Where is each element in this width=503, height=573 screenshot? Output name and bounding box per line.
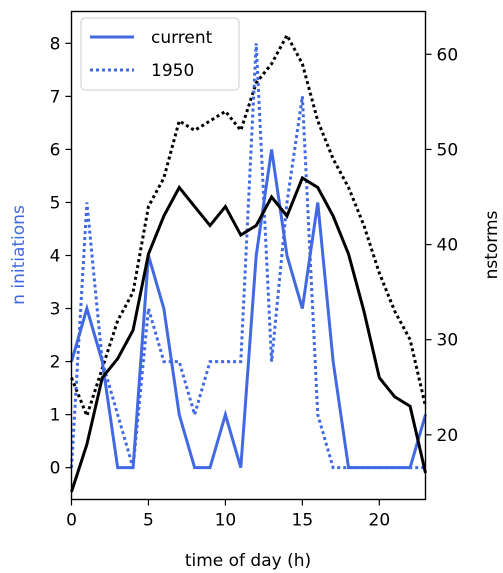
right-y-axis-label: nstorms bbox=[482, 210, 502, 279]
x-tick-label: 20 bbox=[369, 511, 391, 531]
left-y-tick-label: 4 bbox=[50, 247, 61, 267]
right-y-tick-label: 30 bbox=[437, 331, 459, 351]
series-line-current bbox=[70, 149, 427, 470]
x-axis: 0 5 10 15 20 bbox=[66, 499, 391, 531]
right-y-tick-label: 20 bbox=[437, 426, 459, 446]
left-y-tick-label: 7 bbox=[50, 87, 61, 107]
left-y-axis: 0 1 2 3 4 5 6 7 8 bbox=[50, 34, 72, 479]
x-tick-label: 5 bbox=[143, 511, 154, 531]
left-y-tick-label: 8 bbox=[50, 34, 61, 54]
series-line-nstorms-current bbox=[70, 175, 427, 493]
left-y-tick-label: 6 bbox=[50, 140, 61, 160]
right-y-axis: 20 30 40 50 60 bbox=[425, 45, 459, 446]
left-y-tick-label: 1 bbox=[50, 406, 61, 426]
x-tick-label: 0 bbox=[66, 511, 77, 531]
left-y-tick-label: 0 bbox=[50, 459, 61, 479]
right-y-tick-label: 60 bbox=[437, 45, 459, 65]
legend: current 1950 bbox=[80, 17, 240, 91]
left-y-tick-label: 2 bbox=[50, 353, 61, 373]
right-y-tick-label: 40 bbox=[437, 236, 459, 256]
series-layer bbox=[70, 32, 427, 493]
legend-label-1950: 1950 bbox=[151, 61, 194, 81]
left-y-tick-label: 5 bbox=[50, 193, 61, 213]
x-tick-label: 15 bbox=[292, 511, 314, 531]
x-tick-label: 10 bbox=[215, 511, 237, 531]
left-y-tick-label: 3 bbox=[50, 300, 61, 320]
left-y-axis-label: n initiations bbox=[9, 205, 29, 305]
x-axis-label: time of day (h) bbox=[185, 551, 311, 571]
series-line-nstorms-1950 bbox=[70, 32, 427, 421]
legend-label-current: current bbox=[151, 28, 213, 48]
right-y-tick-label: 50 bbox=[437, 140, 459, 160]
